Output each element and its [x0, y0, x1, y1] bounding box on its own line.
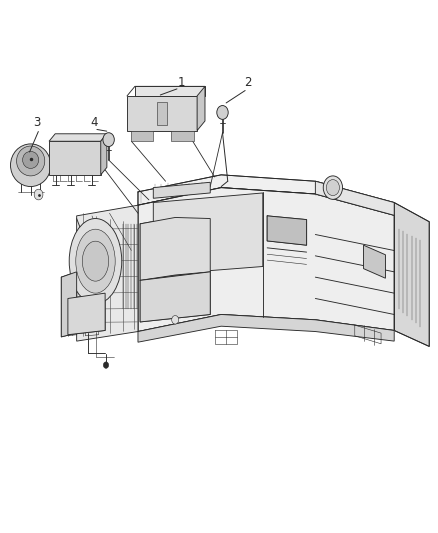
Polygon shape — [101, 134, 107, 175]
Polygon shape — [138, 175, 394, 215]
Polygon shape — [49, 141, 101, 175]
Polygon shape — [135, 86, 205, 96]
Ellipse shape — [17, 146, 45, 176]
Text: 1: 1 — [178, 76, 186, 89]
Ellipse shape — [76, 229, 115, 293]
Text: 2: 2 — [244, 76, 251, 89]
Ellipse shape — [11, 144, 51, 187]
Polygon shape — [153, 193, 263, 275]
Ellipse shape — [69, 219, 122, 304]
Ellipse shape — [82, 241, 109, 281]
Polygon shape — [171, 131, 194, 141]
Circle shape — [323, 176, 343, 199]
Polygon shape — [140, 217, 210, 280]
Polygon shape — [68, 293, 105, 335]
Polygon shape — [61, 272, 77, 337]
Circle shape — [217, 106, 228, 119]
Polygon shape — [315, 181, 394, 215]
Polygon shape — [153, 182, 210, 198]
Polygon shape — [131, 131, 153, 141]
Polygon shape — [138, 314, 394, 342]
Polygon shape — [138, 188, 394, 332]
Circle shape — [103, 133, 114, 147]
Ellipse shape — [23, 151, 39, 168]
Polygon shape — [364, 245, 385, 278]
Text: 4: 4 — [90, 116, 98, 129]
Polygon shape — [77, 205, 138, 341]
Circle shape — [103, 362, 109, 368]
Polygon shape — [197, 86, 205, 131]
Polygon shape — [157, 102, 167, 125]
Text: 3: 3 — [34, 116, 41, 129]
Circle shape — [34, 189, 43, 200]
Polygon shape — [140, 272, 210, 322]
Circle shape — [326, 180, 339, 196]
Polygon shape — [127, 96, 197, 131]
Polygon shape — [267, 216, 307, 245]
Polygon shape — [49, 134, 107, 141]
Polygon shape — [394, 203, 429, 346]
Circle shape — [172, 316, 179, 324]
